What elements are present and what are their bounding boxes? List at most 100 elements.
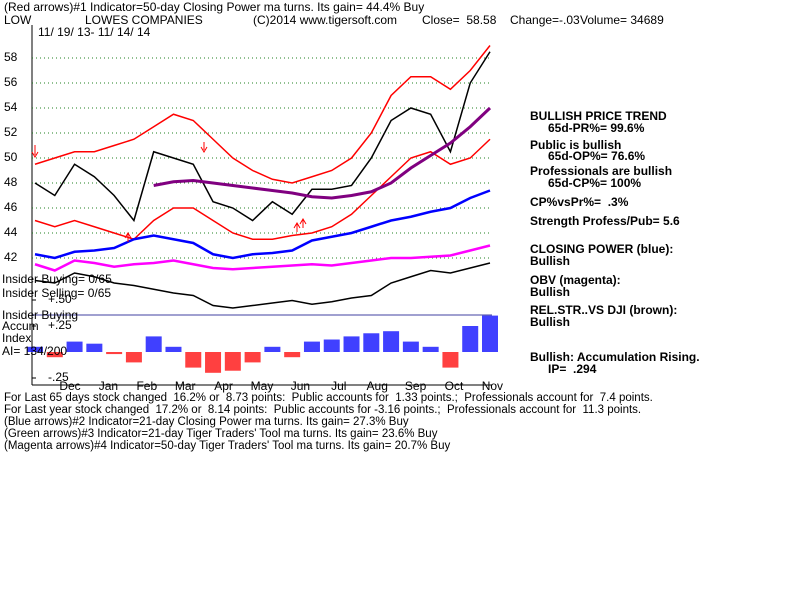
x-tick-label: Aug [367,379,388,393]
series-line [34,244,491,272]
side-text: REL.STR..VS DJI (brown): [530,303,677,317]
ticker: LOW [4,13,32,27]
y-tick-label: 54 [4,100,18,114]
x-tick-label: Oct [445,379,464,393]
accumulation-bar [244,352,261,363]
accumulation-bar [264,346,281,352]
x-tick-label: Apr [214,379,233,393]
accumulation-bar [145,336,162,352]
side-text: 65d-OP%= 76.6% [548,149,645,163]
y2-tick-label: +.50 [48,292,72,306]
side-text: 65d-CP%= 100% [548,176,641,190]
series-line [34,51,491,223]
accumulation-bar [343,336,360,352]
arrow [31,145,39,158]
side-text: Bullish [530,254,570,268]
side-text: Strength Profess/Pub= 5.6 [530,214,680,228]
inset-text: Insider Buying [2,308,78,322]
accumulation-bar [363,333,380,352]
plot: 42 44 46 48 50 52 54 56 58 Dec Jan Feb Mar Apr May Jun J… [4,45,503,393]
accumulation-bar [66,341,83,352]
x-tick-label: Sep [405,379,427,393]
footer-text: For Last 65 days stock changed 16.2% or … [4,392,653,404]
accumulation-bar [46,352,63,358]
footer-text: For Last year stock changed 17.2% or 8.1… [4,404,641,416]
y-tick-label: 48 [4,175,18,189]
side-text: 65d-PR%= 99.6% [548,121,645,135]
y-tick-label: 44 [4,225,18,239]
inset-text: Index [2,331,31,345]
side-text: BULLISH PRICE TREND [530,109,667,123]
company: LOWES COMPANIES [85,13,203,27]
side-text: IP= .294 [548,362,597,376]
header-line: (Red arrows)#1 Indicator=50-day Closing … [4,0,424,14]
x-tick-label: Jun [291,379,310,393]
side-text: Public is bullish [530,138,621,152]
accumulation-bar [442,352,459,368]
side-text: CLOSING POWER (blue): [530,242,673,256]
accumulation-bar [462,326,479,352]
footer-text: (Magenta arrows)#4 Indicator=50-day Tige… [4,440,450,452]
x-tick-label: Nov [482,379,503,393]
y2-tick-label: -.25 [48,370,69,384]
y-tick-label: 46 [4,200,18,214]
arrow [124,232,132,242]
copyright: (C)2014 www.tigersoft.com [253,13,397,27]
y-tick-label: 42 [4,250,18,264]
footer-text: (Green arrows)#3 Indicator=21-day Tiger … [4,428,438,440]
date-range: 11/ 19/ 13- 11/ 14/ 14 [38,25,151,39]
y2-tick-label: +.25 [48,318,72,332]
x-tick-label: Jan [99,379,118,393]
accumulation-bar [205,352,222,373]
x-tick-label: Jul [331,379,346,393]
arrow [200,142,208,153]
series-line [153,106,492,200]
y-tick-label: 52 [4,125,18,139]
side-text: Professionals are bullish [530,164,672,178]
inset-text: Insider Buying= 0/65 [2,272,112,286]
accumulation-bar [224,352,241,371]
x-tick-label: May [251,379,274,393]
side-text: Bullish [530,285,570,299]
close: Close= 58.58 [422,13,497,27]
accumulation-bar [125,352,142,363]
accumulation-bar [185,352,202,368]
series-line [34,262,491,309]
accumulation-bar [86,343,103,352]
accumulation-bar [402,341,419,352]
accumulation-bar [106,352,123,355]
side-text: Bullish [530,315,570,329]
side-text: Bullish: Accumulation Rising. [530,350,700,364]
series-line [34,189,491,260]
arrow [293,222,301,232]
inset-text: AI= 134/200 [2,344,67,358]
accumulation-bar [323,339,340,352]
accumulation-bar [383,331,400,352]
arrow [299,218,307,228]
accumulation-bar [482,315,498,352]
side-text: OBV (magenta): [530,273,621,287]
y-tick-label: 56 [4,75,18,89]
series-line [34,45,491,184]
accumulation-bar [303,341,320,352]
y-tick-label: 50 [4,150,18,164]
arrows [31,142,307,242]
side-text: CP%vsPr%= .3% [530,195,629,209]
x-tick-label: Dec [59,379,80,393]
inset-text: Insider Selling= 0/65 [2,286,111,300]
x-tick-label: Feb [136,379,157,393]
volume: Volume= 34689 [580,13,664,27]
accumulation-bar [165,346,182,352]
footer: For Last 65 days stock changed 16.2% or … [4,392,653,452]
footer-text: (Blue arrows)#2 Indicator=21-day Closing… [4,416,409,428]
change: Change=-.03 [510,13,580,27]
accumulation-bar [422,346,439,352]
accumulation-bar [27,346,43,352]
accumulation-bar [284,352,301,358]
inset-text: Accum [2,319,39,333]
series-line [34,138,491,241]
